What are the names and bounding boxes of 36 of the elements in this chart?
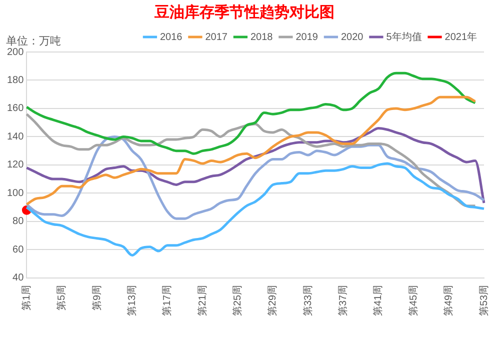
x-tick-label: 第9周: [90, 284, 103, 310]
x-tick-label: 第17周: [161, 284, 174, 316]
x-tick-label: 第45周: [407, 284, 420, 316]
x-tick-label: 第25周: [232, 284, 244, 316]
x-tick-label: 第53周: [478, 284, 490, 316]
line-series: [25, 135, 486, 220]
y-axis-title: 单位：万吨: [6, 34, 61, 48]
legend-label: 2020: [340, 32, 364, 43]
y-tick-label: 160: [6, 103, 24, 114]
y-tick-label: 140: [6, 131, 24, 142]
x-tick-label: 第1周: [20, 284, 32, 310]
legend-label: 2017: [205, 32, 228, 43]
line-series: [25, 96, 476, 206]
legend-label: 5年均值: [386, 30, 422, 43]
y-tick-label: 40: [12, 272, 24, 284]
x-tick-label: 第37周: [337, 284, 350, 316]
y-tick-label: 80: [12, 216, 24, 228]
x-tick-label: 第5周: [56, 284, 68, 310]
x-tick-label: 第13周: [126, 284, 138, 316]
line-series: [25, 126, 486, 204]
y-tick-label: 100: [6, 188, 24, 199]
line-series: [25, 72, 476, 155]
legend-label: 2019: [296, 32, 318, 43]
x-tick-label: 第29周: [266, 284, 279, 316]
legend-label: 2021年: [444, 30, 478, 43]
y-tick-label: 200: [6, 46, 24, 58]
legend-label: 2016: [160, 32, 183, 43]
y-tick-label: 60: [12, 244, 24, 256]
x-tick-label: 第49周: [442, 284, 455, 316]
y-tick-label: 120: [6, 160, 24, 171]
x-tick-label: 第21周: [196, 284, 208, 316]
x-tick-label: 第41周: [372, 284, 384, 316]
legend-label: 2018: [250, 32, 274, 43]
chart-title: 豆油库存季节性趋势对比图: [154, 2, 334, 21]
y-tick-label: 180: [6, 74, 24, 86]
x-tick-label: 第33周: [302, 284, 314, 316]
